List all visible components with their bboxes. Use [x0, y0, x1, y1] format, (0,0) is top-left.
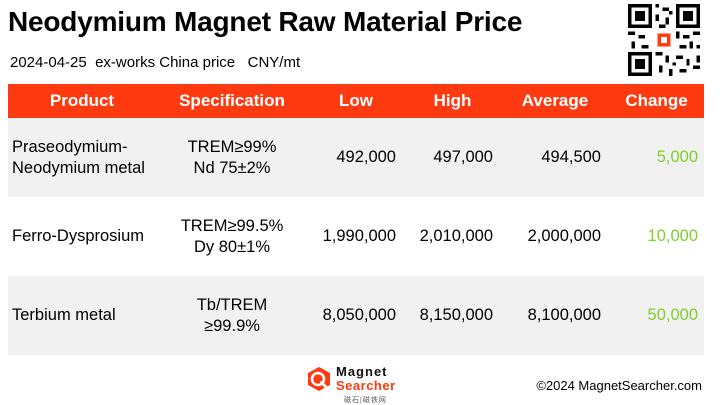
spec-line: Dy 80±1%: [193, 237, 270, 256]
spec-cell: TREM≥99.5% Dy 80±1%: [156, 197, 308, 276]
column-header-average: Average: [521, 91, 589, 110]
spec-cell: Tb/TREM ≥99.9%: [156, 276, 308, 355]
change-cell: 50,000: [647, 306, 698, 324]
high-price-cell: 497,000: [433, 148, 493, 166]
spec-line: TREM≥99.5%: [180, 216, 284, 235]
table-row: Terbium metal Tb/TREM ≥99.9% 8,050,000 8…: [8, 276, 704, 355]
logo-tagline: 磁石|磁铁网: [344, 397, 387, 404]
low-price-cell: 1,990,000: [322, 227, 396, 245]
high-price-cell: 8,150,000: [419, 306, 493, 324]
average-price-cell: 494,500: [541, 148, 601, 166]
column-header-product: Product: [49, 91, 115, 110]
product-name-line: Neodymium metal: [12, 158, 145, 177]
spec-line: Tb/TREM: [196, 295, 268, 314]
price-table: Product Specification Low High Average C…: [8, 84, 704, 355]
magnet-searcher-logo: Magnet Searcher 磁石|磁铁网: [306, 364, 418, 404]
product-name-line: Terbium metal: [12, 306, 116, 324]
low-price-cell: 492,000: [336, 148, 396, 166]
average-price-cell: 2,000,000: [527, 227, 601, 245]
column-header-change: Change: [625, 91, 688, 110]
product-name-line: Praseodymium-: [12, 137, 128, 156]
table-row: Ferro-Dysprosium TREM≥99.5% Dy 80±1% 1,9…: [8, 197, 704, 276]
column-header-specification: Specification: [179, 91, 285, 110]
page-title: Neodymium Magnet Raw Material Price: [8, 6, 523, 37]
product-cell: Terbium metal: [8, 276, 156, 355]
qr-code-icon: [628, 4, 700, 76]
subtitle: 2024-04-25 ex-works China price CNY/mt: [10, 54, 300, 71]
spec-line: TREM≥99%: [187, 137, 277, 156]
column-header-high: High: [433, 91, 472, 110]
table-row: Praseodymium- Neodymium metal TREM≥99% N…: [8, 118, 704, 197]
price-unit: CNY/mt: [247, 54, 301, 71]
table-header-row: Product Specification Low High Average C…: [8, 84, 704, 118]
change-cell: 10,000: [647, 227, 698, 245]
spec-cell: TREM≥99% Nd 75±2%: [156, 118, 308, 197]
product-cell: Praseodymium- Neodymium metal: [8, 118, 156, 197]
change-cell: 5,000: [656, 148, 698, 166]
report-date: 2024-04-25: [10, 54, 87, 71]
logo-wordmark-bottom: Searcher: [336, 378, 396, 393]
logo-wordmark-top: Magnet: [336, 364, 388, 379]
price-basis: ex-works China price: [95, 54, 236, 71]
copyright-notice: ©2024 MagnetSearcher.com: [536, 378, 702, 393]
magnet-searcher-logo-icon: [308, 367, 330, 391]
low-price-cell: 8,050,000: [322, 306, 396, 324]
product-name-line: Ferro-Dysprosium: [12, 227, 145, 245]
spec-line: Nd 75±2%: [193, 158, 271, 177]
product-cell: Ferro-Dysprosium: [8, 197, 156, 276]
spec-line: ≥99.9%: [204, 316, 260, 335]
column-header-low: Low: [339, 91, 373, 110]
average-price-cell: 8,100,000: [527, 306, 601, 324]
high-price-cell: 2,010,000: [419, 227, 493, 245]
